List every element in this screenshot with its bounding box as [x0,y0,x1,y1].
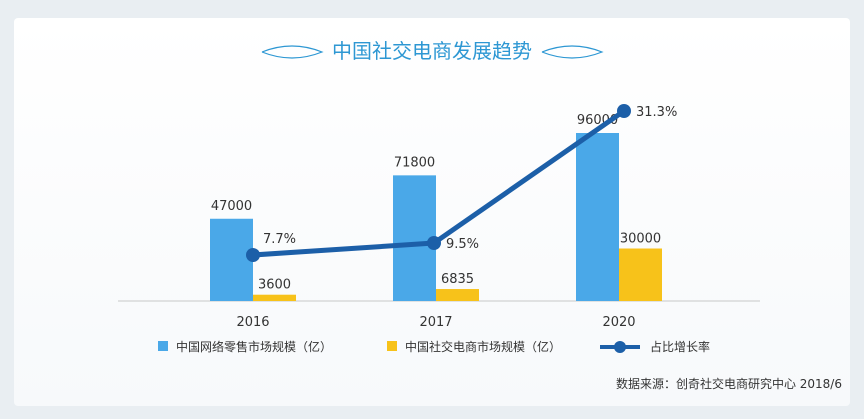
legend-swatch-social-ecommerce [387,341,397,351]
x-tick-label-2016: 2016 [236,315,269,330]
point-growth-rate-2020 [617,104,631,118]
bar-label-social-ecommerce-2020: 30000 [620,232,661,247]
bar-label-online-retail-2016: 47000 [211,199,252,214]
bar-label-social-ecommerce-2016: 3600 [258,278,291,293]
legend-swatch-growth-marker [614,341,626,353]
legend-swatch-online-retail [158,341,168,351]
bar-online-retail-2020 [576,133,619,301]
line-label-growth-rate-2016: 7.7% [263,232,296,247]
bar-social-ecommerce-2016 [253,294,296,301]
line-label-growth-rate-2017: 9.5% [446,237,479,252]
title-ornament-left [261,45,324,59]
bar-online-retail-2017 [393,175,436,301]
point-growth-rate-2017 [427,236,441,250]
x-tick-label-2020: 2020 [602,315,635,330]
title-ornament-right [541,45,604,59]
bar-label-social-ecommerce-2017: 6835 [441,272,474,287]
x-tick-label-2017: 2017 [419,315,452,330]
line-label-growth-rate-2020: 31.3% [636,105,677,120]
bar-social-ecommerce-2020 [619,248,662,301]
legend-label-growth-rate: 占比增长率 [650,339,710,354]
legend-label-online-retail: 中国网络零售市场规模（亿） [176,339,332,354]
bar-online-retail-2016 [210,218,253,301]
legend-label-social-ecommerce: 中国社交电商市场规模（亿） [405,339,561,354]
point-growth-rate-2016 [246,248,260,262]
chart-title: 中国社交电商发展趋势 [332,39,532,63]
line-growth-rate [252,108,626,258]
bar-social-ecommerce-2017 [436,289,479,301]
source-note: 数据来源：创奇社交电商研究中心 2018/6 [616,376,842,391]
bar-label-online-retail-2017: 71800 [394,155,435,170]
